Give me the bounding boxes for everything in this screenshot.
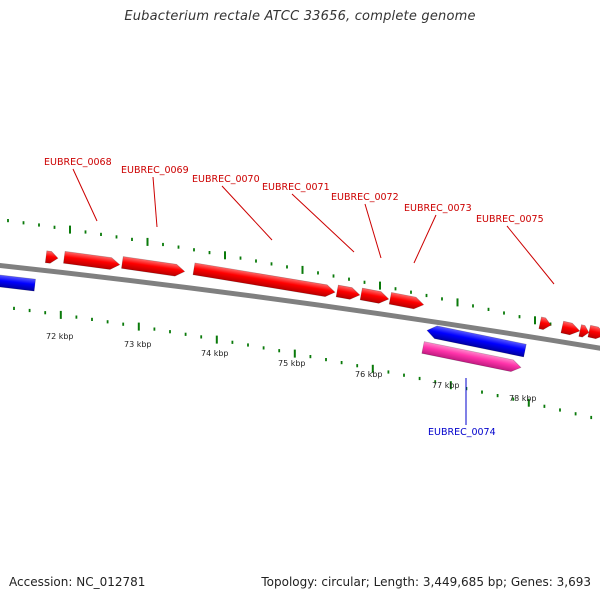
gene-label-eubrec_0073[interactable]: EUBREC_0073 (404, 203, 472, 214)
gene-0074-pink-feature (421, 341, 522, 372)
gene-features (0, 250, 600, 372)
genome-backbone (0, 263, 600, 351)
tick-marks (7, 219, 598, 420)
callout-line-eubrec_0075 (506, 225, 555, 285)
gene-label-eubrec_0071[interactable]: EUBREC_0071 (262, 182, 330, 193)
gene-0078-arrow (587, 324, 600, 340)
accession-text: Accession: NC_012781 (9, 575, 146, 589)
gene-label-eubrec_0072[interactable]: EUBREC_0072 (331, 192, 399, 203)
gene-0077-arrow (578, 324, 590, 338)
map-title: Eubacterium rectale ATCC 33656, complete… (124, 9, 476, 24)
callout-line-eubrec_0068 (72, 168, 98, 222)
gene-callouts: EUBREC_0068EUBREC_0069EUBREC_0070EUBREC_… (44, 157, 555, 438)
gene-label-eubrec_0069[interactable]: EUBREC_0069 (121, 165, 189, 176)
gene-label-eubrec_0075[interactable]: EUBREC_0075 (476, 214, 544, 225)
callout-line-eubrec_0073 (413, 214, 437, 264)
scale-label: 77 kbp (432, 381, 460, 390)
gene-label-eubrec_0074[interactable]: EUBREC_0074 (428, 427, 496, 438)
gene-0075-arrow (538, 316, 552, 330)
gene-0071-arrow (335, 284, 361, 300)
gene-0068-arrow (63, 251, 121, 270)
gene-0067-arrow (44, 250, 59, 264)
scale-label: 72 kbp (46, 332, 74, 341)
gene-0074-block (426, 325, 527, 358)
gene-0073-arrow (388, 292, 425, 310)
gene-label-eubrec_0068[interactable]: EUBREC_0068 (44, 157, 112, 168)
scale-label: 76 kbp (355, 370, 383, 379)
scale-label: 74 kbp (201, 349, 229, 358)
callout-line-eubrec_0070 (221, 185, 273, 241)
gene-0076-arrow (560, 320, 581, 336)
gene-0069-arrow (121, 256, 186, 277)
callout-line-eubrec_0069 (152, 176, 158, 228)
scale-label: 75 kbp (278, 359, 306, 368)
gene-0070-arrow (192, 262, 336, 297)
scale-label: 73 kbp (124, 340, 152, 349)
callout-line-eubrec_0072 (364, 203, 382, 259)
gene-0072-arrow (359, 287, 390, 304)
topology-summary: Topology: circular; Length: 3,449,685 bp… (261, 575, 591, 589)
scale-labels: 72 kbp 73 kbp 74 kbp 75 kbp 76 kbp 77 kbp 78 k… (46, 332, 537, 403)
scale-label: 78 kbp (509, 394, 537, 403)
callout-line-eubrec_0071 (291, 193, 355, 253)
gene-label-eubrec_0070[interactable]: EUBREC_0070 (192, 174, 260, 185)
gene-0066-block (0, 274, 36, 292)
